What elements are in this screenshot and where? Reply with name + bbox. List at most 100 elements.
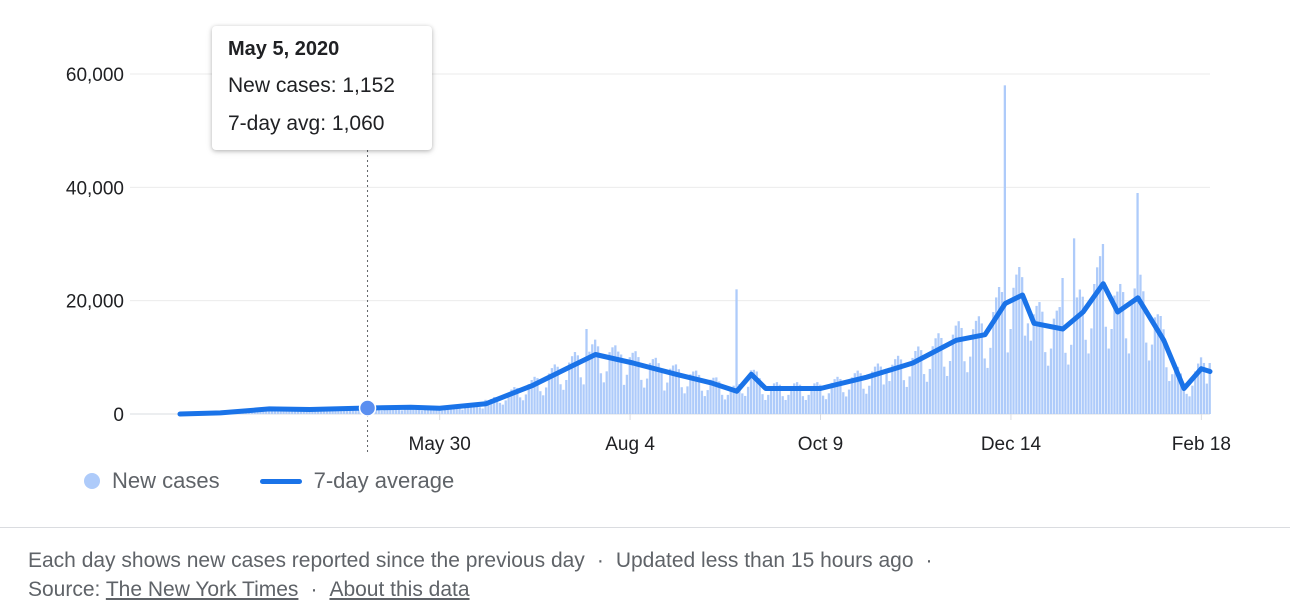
y-tick-label: 0 [113, 405, 124, 426]
new-cases-bar [810, 385, 813, 414]
new-cases-bar [853, 373, 856, 414]
new-cases-bar [1090, 328, 1093, 414]
y-tick-label: 20,000 [66, 292, 124, 313]
new-cases-bar [948, 361, 952, 414]
new-cases-bar [657, 363, 660, 414]
source-link[interactable]: The New York Times [105, 578, 299, 601]
new-cases-bar [767, 394, 770, 414]
new-cases-bar [446, 406, 450, 414]
new-cases-bar [758, 378, 761, 414]
new-cases-bar [911, 357, 914, 414]
new-cases-bar [493, 397, 496, 414]
new-cases-bar [573, 352, 577, 414]
new-cases-bar [1093, 283, 1096, 414]
new-cases-bar [1176, 366, 1180, 414]
footer: Each day shows new cases reported since … [28, 546, 945, 604]
new-cases-bar [648, 362, 652, 414]
new-cases-bar [1015, 274, 1018, 414]
new-cases-bar [530, 380, 533, 414]
x-tick-label: Oct 9 [798, 434, 843, 455]
legend-new-cases[interactable]: New cases [84, 468, 220, 494]
new-cases-bar [951, 334, 955, 414]
new-cases-bar [1159, 316, 1162, 414]
new-cases-bar [1049, 348, 1053, 414]
new-cases-bar [795, 382, 799, 414]
new-cases-bar [718, 381, 721, 414]
new-cases-bar [1009, 329, 1012, 414]
new-cases-bar [971, 329, 975, 414]
new-cases-bar [934, 338, 937, 414]
new-cases-bar [706, 390, 709, 414]
new-cases-bar [671, 365, 675, 414]
new-cases-bar [599, 373, 603, 414]
new-cases-bar [735, 289, 738, 414]
new-cases-bar [663, 390, 666, 414]
new-cases-bar [778, 384, 781, 414]
new-cases-bar [1188, 396, 1191, 414]
new-cases-bar [798, 384, 802, 414]
line-icon [259, 478, 302, 484]
legend-average[interactable]: 7-day average [259, 468, 455, 494]
new-cases-bar [689, 374, 692, 414]
new-cases-bar [1026, 323, 1030, 414]
new-cases-bar [660, 368, 663, 414]
new-cases-bar [1179, 373, 1182, 414]
new-cases-bar [1156, 314, 1159, 414]
y-tick-label: 60,000 [66, 65, 124, 86]
new-cases-bar [847, 389, 851, 414]
new-cases-bar [596, 346, 600, 414]
new-cases-bar [845, 396, 848, 414]
tooltip-new-cases: New cases: 1,152 [228, 74, 395, 97]
new-cases-bar [619, 354, 623, 414]
new-cases-bar [960, 327, 963, 414]
new-cases-bar [625, 374, 629, 414]
new-cases-bar [1081, 296, 1084, 414]
new-cases-bar [403, 408, 406, 414]
tooltip-average: 7-day avg: 1,060 [228, 112, 385, 135]
new-cases-bar [539, 391, 542, 414]
new-cases-bar [397, 409, 401, 414]
new-cases-bar [519, 397, 522, 414]
new-cases-bar [1119, 283, 1122, 414]
new-cases-bar [882, 384, 885, 414]
about-link[interactable]: About this data [329, 578, 470, 601]
new-cases-bar [576, 355, 579, 414]
separator: · [925, 549, 933, 572]
new-cases-bar [908, 376, 911, 414]
tooltip-date: May 5, 2020 [228, 38, 340, 60]
new-cases-bar [1096, 267, 1099, 414]
new-cases-bar [772, 383, 776, 414]
new-cases-bar [697, 374, 701, 414]
new-cases-bar [443, 409, 447, 414]
separator: · [596, 549, 604, 572]
new-cases-bar [732, 385, 735, 414]
new-cases-bar [989, 347, 992, 414]
new-cases-bar [700, 390, 704, 414]
new-cases-bar [899, 359, 903, 414]
new-cases-bar [426, 407, 429, 414]
new-cases-bar [458, 408, 461, 414]
legend-average-label: 7-day average [313, 468, 455, 493]
new-cases-bar [637, 357, 640, 414]
new-cases-bar [1032, 314, 1035, 414]
legend: New cases 7-day average [84, 468, 454, 494]
y-axis-labels: 0 20,000 40,000 60,000 [66, 65, 124, 426]
footer-line-1: Each day shows new cases reported since … [28, 546, 945, 575]
new-cases-bar [741, 393, 744, 414]
new-cases-bar [383, 409, 386, 414]
new-cases-bar [1064, 352, 1067, 414]
new-cases-bar [1041, 311, 1044, 414]
new-cases-bar [873, 366, 877, 414]
new-cases-bar [1021, 277, 1024, 414]
new-cases-bar [394, 406, 398, 414]
new-cases-bar [1153, 317, 1157, 414]
new-cases-bar [819, 384, 822, 414]
legend-new-cases-label: New cases [112, 468, 220, 493]
new-cases-bar [415, 406, 418, 414]
new-cases-bar [850, 377, 854, 414]
new-cases-bar [813, 383, 816, 414]
new-cases-bar [343, 409, 346, 414]
new-cases-bar [449, 405, 453, 414]
new-cases-bar [412, 405, 415, 414]
new-cases-bar [1098, 256, 1102, 414]
